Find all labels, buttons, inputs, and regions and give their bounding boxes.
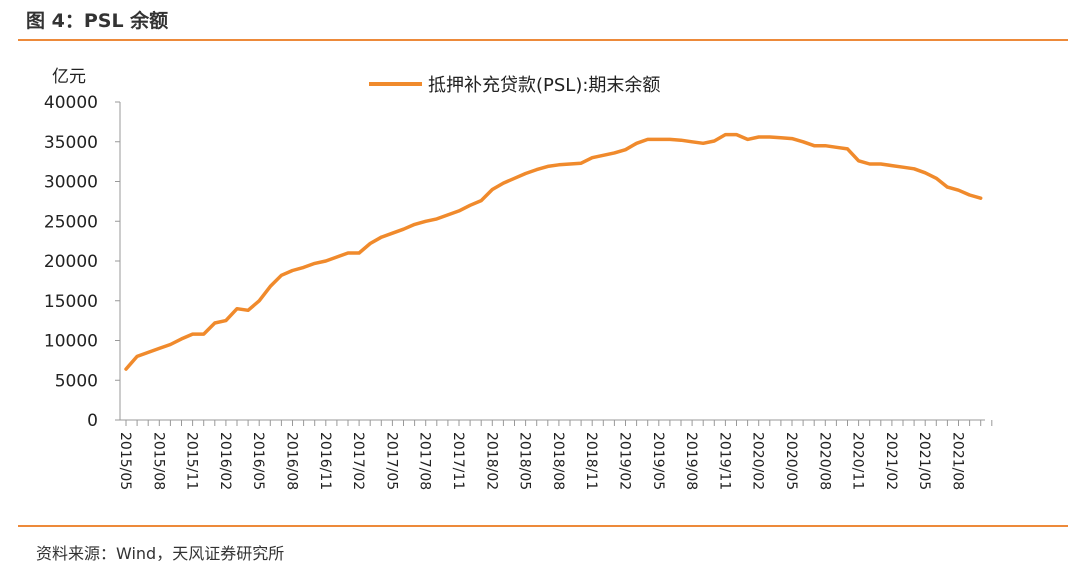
x-tick-label: 2018/11 (583, 432, 599, 490)
y-tick-label: 40000 (44, 93, 98, 113)
x-tick-label: 2020/08 (816, 432, 832, 490)
x-tick-label: 2019/05 (650, 432, 666, 490)
y-tick-label: 25000 (44, 212, 98, 232)
psl-line-chart: 亿元 抵押补充贷款(PSL):期末余额 0 5000 10000 15000 20000… (44, 67, 993, 490)
source-note: 资料来源：Wind，天风证券研究所 (36, 544, 285, 563)
x-tick-label: 2017/05 (383, 432, 399, 490)
y-tick-label: 30000 (44, 173, 98, 193)
y-axis: 0 5000 10000 15000 20000 25000 30000 35000 40000 (44, 93, 121, 431)
x-tick-label: 2020/02 (750, 432, 766, 490)
x-tick-label: 2016/05 (250, 432, 266, 490)
x-tick-label: 2016/08 (284, 432, 300, 490)
x-tick-label: 2015/05 (117, 432, 133, 490)
y-tick-label: 10000 (44, 332, 98, 352)
x-tick-label: 2021/05 (916, 432, 932, 490)
x-tick-label: 2017/11 (450, 432, 466, 490)
x-tick-label: 2020/11 (850, 432, 866, 490)
y-axis-unit-label: 亿元 (52, 67, 86, 87)
x-tick-label: 2017/02 (350, 432, 366, 490)
figure-title: 图 4：PSL 余额 (26, 10, 169, 32)
y-tick-label: 5000 (55, 371, 98, 391)
plot-area (124, 132, 983, 371)
x-tick-label: 2016/11 (317, 432, 333, 490)
psl-series-line (124, 132, 983, 371)
y-tick-label: 20000 (44, 252, 98, 272)
y-tick-label: 0 (87, 411, 98, 431)
x-tick-label: 2018/05 (517, 432, 533, 490)
top-divider (18, 39, 1068, 41)
x-tick-label: 2021/08 (950, 432, 966, 490)
x-tick-label: 2020/05 (783, 432, 799, 490)
x-tick-label: 2021/02 (883, 432, 899, 490)
legend: 抵押补充贷款(PSL):期末余额 (369, 75, 660, 96)
x-tick-label: 2016/02 (217, 432, 233, 490)
x-tick-label: 2015/08 (150, 432, 166, 490)
x-tick-label: 2019/08 (683, 432, 699, 490)
x-tick-label: 2015/11 (184, 432, 200, 490)
x-tick-label: 2019/11 (716, 432, 732, 490)
y-tick-label: 15000 (44, 292, 98, 312)
bottom-divider (18, 525, 1068, 527)
x-tick-label: 2018/02 (483, 432, 499, 490)
x-tick-label: 2017/08 (417, 432, 433, 490)
legend-label: 抵押补充贷款(PSL):期末余额 (428, 75, 660, 96)
x-tick-label: 2018/08 (550, 432, 566, 490)
y-tick-label: 35000 (44, 133, 98, 153)
x-tick-label: 2019/02 (617, 432, 633, 490)
x-axis: 2015/05 2015/08 2015/11 2016/02 2016/05 2016/… (117, 419, 993, 490)
